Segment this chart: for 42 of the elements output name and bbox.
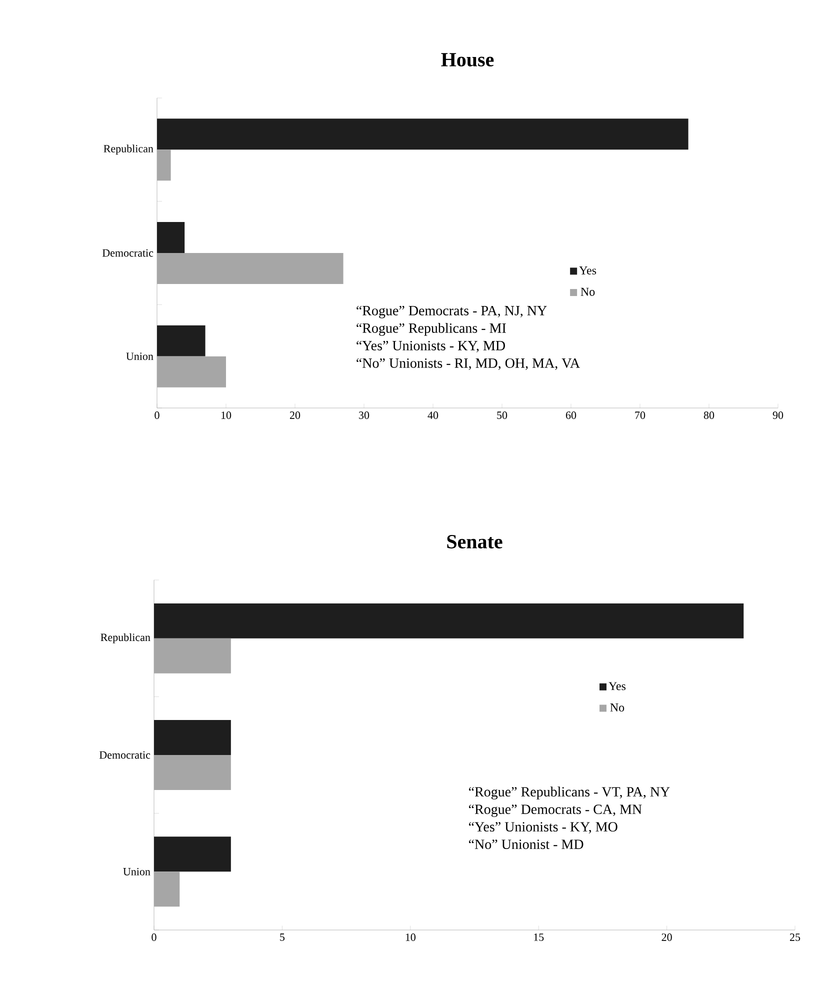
annotation: “Rogue” Democrats - PA, NJ, NY (356, 306, 547, 318)
x-tick-label: 70 (635, 412, 646, 419)
bar (157, 325, 206, 356)
bar (154, 603, 744, 638)
x-tick-label: 20 (290, 412, 300, 419)
legend-label: No (610, 704, 624, 712)
x-tick-label: 30 (359, 412, 370, 419)
x-tick-label: 0 (152, 934, 156, 941)
x-tick-label: 80 (704, 412, 714, 419)
legend-label: No (580, 288, 595, 296)
y-tick-label: Union (126, 352, 154, 360)
annotation: “Rogue” Republicans - MI (356, 322, 506, 336)
x-tick-label: 10 (221, 412, 232, 419)
x-tick-label: 90 (772, 412, 784, 419)
legend-label: Yes (579, 266, 596, 274)
y-tick-label: Democratic (102, 249, 154, 257)
x-tick-label: 5 (280, 934, 285, 941)
bar (154, 836, 231, 872)
y-tick-label: Union (123, 868, 150, 876)
y-tick-label: Republican (100, 633, 150, 644)
annotation: “Yes” Unionists - KY, MD (356, 340, 505, 352)
chart-title: Senate (447, 535, 502, 548)
annotation: “No” Unionist - MD (468, 840, 584, 850)
x-tick-label: 0 (154, 412, 160, 419)
annotation: “Rogue” Democrats - CA, MN (468, 804, 642, 817)
x-tick-label: 20 (662, 934, 672, 941)
annotation: “No” Unionists - RI, MD, OH, MA, VA (356, 358, 580, 370)
x-tick-label: 25 (790, 934, 800, 941)
y-tick-label: Democratic (99, 751, 150, 759)
x-tick-label: 10 (406, 934, 416, 941)
x-tick-label: 40 (428, 412, 438, 419)
y-tick-label: Republican (104, 144, 154, 155)
x-tick-label: 50 (497, 412, 508, 419)
annotation: “Yes” Unionists - KY, MO (468, 822, 618, 834)
legend-label: Yes (608, 682, 626, 690)
x-tick-label: 60 (566, 412, 576, 419)
chart-title: House (441, 53, 494, 66)
bar (157, 118, 688, 150)
bar (157, 222, 185, 253)
annotation: “Rogue” Republicans - VT, PA, NY (468, 786, 670, 800)
x-tick-label: 15 (534, 934, 544, 941)
bar (154, 720, 231, 755)
